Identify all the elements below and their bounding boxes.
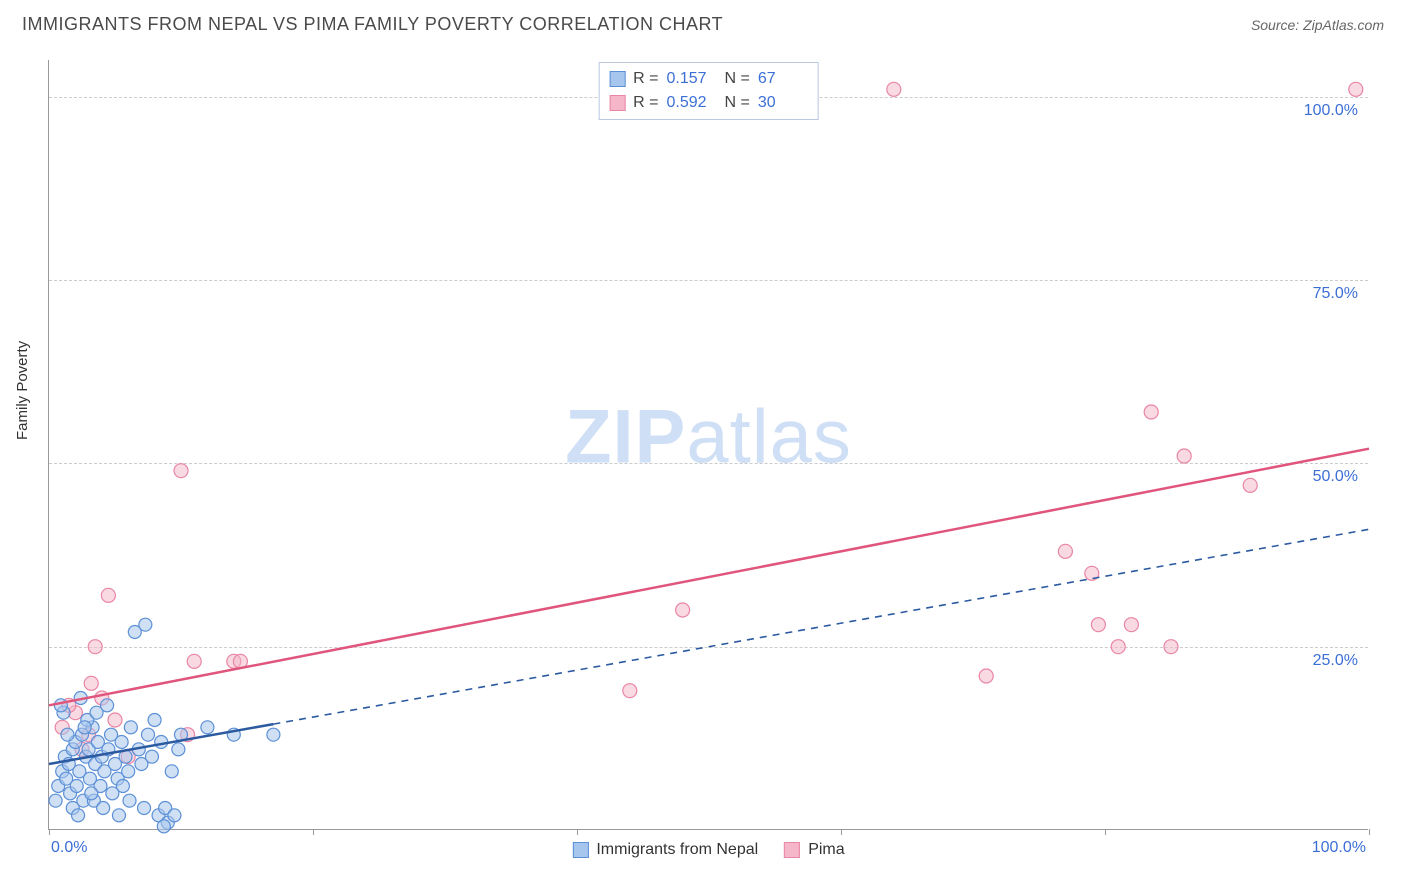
x-tick-label-max: 100.0% [1312,839,1366,857]
x-tick [841,829,842,835]
x-tick [49,829,50,835]
swatch-series2 [609,95,625,111]
legend-item-series1: Immigrants from Nepal [572,841,758,859]
stats-row-series1: R = 0.157 N = 67 [609,67,808,91]
x-tick [577,829,578,835]
header: IMMIGRANTS FROM NEPAL VS PIMA FAMILY POV… [0,0,1406,43]
x-tick [313,829,314,835]
legend-label-series1: Immigrants from Nepal [596,841,758,859]
scatter-svg [49,60,1368,829]
swatch-series1 [609,71,625,87]
chart-area: ZIPatlas 25.0%50.0%75.0%100.0% R = 0.157… [48,60,1368,830]
legend-item-series2: Pima [784,841,844,859]
source-attribution: Source: ZipAtlas.com [1251,17,1384,33]
page-title: IMMIGRANTS FROM NEPAL VS PIMA FAMILY POV… [22,14,723,35]
swatch-series1-legend [572,842,588,858]
legend-label-series2: Pima [808,841,844,859]
y-axis-label: Family Poverty [14,341,31,440]
plot-region: ZIPatlas 25.0%50.0%75.0%100.0% R = 0.157… [48,60,1368,830]
bottom-legend: Immigrants from Nepal Pima [572,841,844,859]
x-tick-label-min: 0.0% [51,839,87,857]
swatch-series2-legend [784,842,800,858]
stats-box: R = 0.157 N = 67 R = 0.592 N = 30 [598,62,819,120]
x-tick [1105,829,1106,835]
stats-row-series2: R = 0.592 N = 30 [609,91,808,115]
x-tick [1369,829,1370,835]
